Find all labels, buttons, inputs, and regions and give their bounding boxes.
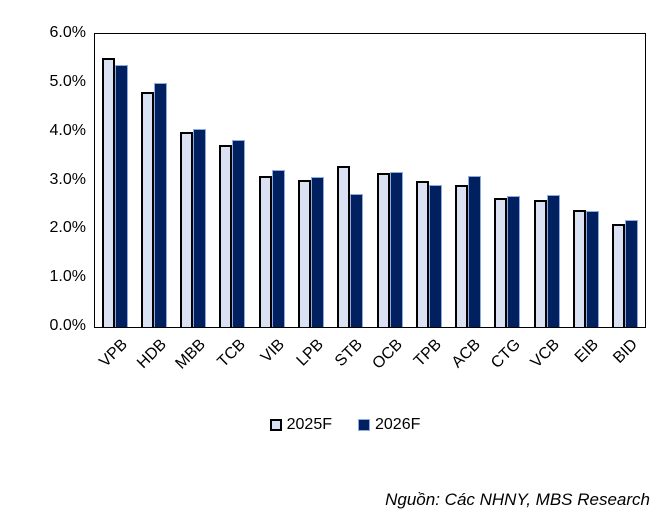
x-tick-label-tpb: TPB	[410, 336, 445, 371]
y-tick-label-2.0pct: 2.0%	[49, 219, 86, 237]
bar-group-lpb	[291, 34, 330, 327]
bar-2026f-ctg	[507, 196, 521, 327]
bar-2026f-vcb	[546, 194, 560, 327]
bar-2026f-vib	[271, 169, 285, 327]
x-tick-label-bid: BID	[610, 336, 642, 367]
bar-group-tcb	[213, 34, 252, 327]
bar-2026f-eib	[586, 211, 600, 327]
bar-2026f-acb	[468, 175, 482, 327]
x-tick-label-eib: EIB	[571, 336, 603, 367]
bar-2025f-vib	[258, 175, 272, 327]
bar-group-ctg	[488, 34, 527, 327]
bar-2025f-vcb	[533, 200, 547, 327]
bar-group-tpb	[409, 34, 448, 327]
source-note: Nguồn: Các NHNY, MBS Research	[385, 490, 650, 509]
bar-2026f-bid	[625, 219, 639, 327]
x-tick-label-acb: ACB	[448, 336, 485, 372]
bar-2026f-stb	[350, 194, 364, 327]
bar-2025f-mbb	[180, 131, 194, 327]
y-tick-label-6.0pct: 6.0%	[49, 24, 86, 41]
bar-2025f-lpb	[298, 180, 312, 327]
bar-2025f-tpb	[415, 180, 429, 327]
legend-label-2026f: 2026F	[375, 416, 421, 433]
bar-group-acb	[449, 34, 488, 327]
legend: 2025F 2026F	[13, 416, 664, 434]
bar-group-bid	[606, 34, 645, 327]
x-tick-label-stb: STB	[332, 336, 367, 371]
legend-swatch-2025f	[269, 419, 282, 431]
bar-group-eib	[566, 34, 605, 327]
bar-2025f-ctg	[494, 197, 508, 327]
legend-item-2026f: 2026F	[358, 416, 420, 434]
bar-2025f-ocb	[376, 173, 390, 327]
x-tick-label-hdb: HDB	[134, 336, 170, 372]
bar-2025f-acb	[455, 185, 469, 327]
x-tick-label-ctg: CTG	[487, 336, 524, 372]
bar-group-mbb	[174, 34, 213, 327]
bar-2025f-tcb	[219, 144, 233, 327]
bar-2025f-bid	[612, 224, 626, 327]
y-tick-label-0.0pct: 0.0%	[49, 317, 86, 334]
x-tick-label-ocb: OCB	[369, 336, 406, 373]
y-tick-label-5.0pct: 5.0%	[49, 72, 86, 90]
bar-2026f-tpb	[428, 185, 442, 327]
bar-2025f-hdb	[140, 91, 154, 327]
bar-group-vcb	[527, 34, 566, 327]
bar-2026f-tcb	[232, 140, 246, 327]
bar-group-ocb	[370, 34, 409, 327]
bar-2026f-vpb	[114, 64, 128, 327]
x-tick-label-vpb: VPB	[96, 336, 131, 371]
bar-2025f-eib	[573, 209, 587, 327]
bar-group-hdb	[134, 34, 173, 327]
bar-2026f-mbb	[193, 128, 207, 327]
x-tick-label-mbb: MBB	[172, 336, 210, 373]
bar-2026f-lpb	[311, 176, 325, 327]
bar-group-stb	[331, 34, 370, 327]
bar-2025f-vpb	[101, 58, 115, 327]
legend-swatch-2026f	[358, 419, 370, 431]
x-tick-label-tcb: TCB	[213, 336, 249, 371]
x-tick-label-vib: VIB	[257, 336, 288, 367]
x-tick-label-lpb: LPB	[293, 336, 328, 370]
y-axis: 6.0% 5.0% 4.0% 3.0% 2.0% 1.0% 0.0%	[0, 24, 86, 334]
legend-label-2025f: 2025F	[286, 416, 332, 433]
bar-2026f-ocb	[389, 172, 403, 327]
bar-2025f-stb	[337, 165, 351, 327]
y-tick-label-1.0pct: 1.0%	[49, 268, 86, 286]
legend-item-2025f: 2025F	[269, 416, 332, 434]
x-tick-label-vcb: VCB	[527, 336, 563, 372]
y-tick-label-4.0pct: 4.0%	[49, 121, 86, 139]
plot-area	[94, 33, 646, 328]
bar-group-vpb	[95, 34, 134, 327]
bar-2026f-hdb	[153, 82, 167, 327]
y-tick-label-3.0pct: 3.0%	[49, 170, 86, 188]
bar-group-vib	[252, 34, 291, 327]
